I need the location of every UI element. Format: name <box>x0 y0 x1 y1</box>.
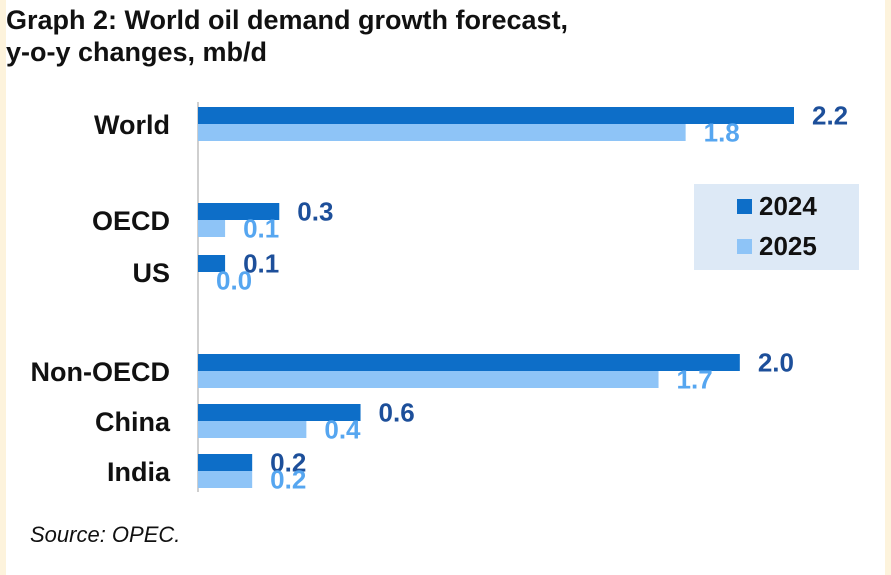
bar-2025-oecd <box>198 220 226 237</box>
data-label-2024-world: 2.2 <box>812 101 848 131</box>
legend-swatch-2024 <box>737 199 752 214</box>
bar-2024-china <box>198 404 361 421</box>
bar-2024-world <box>198 107 794 124</box>
category-label-china: China <box>95 407 171 437</box>
data-label-2025-china: 0.4 <box>324 415 361 445</box>
data-label-2024-us: 0.1 <box>243 249 279 279</box>
category-label-us: US <box>132 258 170 288</box>
bar-2024-india <box>198 454 253 471</box>
category-label-world: World <box>94 110 170 140</box>
data-label-2024-oecd: 0.3 <box>297 197 333 227</box>
chart-title: Graph 2: World oil demand growth forecas… <box>6 4 568 68</box>
legend-label-2025: 2025 <box>759 231 817 261</box>
data-label-2025-india: 0.2 <box>270 465 306 495</box>
legend-swatch-2025 <box>737 239 752 254</box>
chart-title-line-1: Graph 2: World oil demand growth forecas… <box>6 5 569 35</box>
category-label-oecd: OECD <box>92 206 170 236</box>
data-label-2025-world: 1.8 <box>704 118 740 148</box>
bar-2025-china <box>198 421 307 438</box>
legend-label-2024: 2024 <box>759 191 817 221</box>
bar-2024-non-oecd <box>198 354 740 371</box>
category-label-non-oecd: Non-OECD <box>31 357 170 387</box>
data-label-2025-us: 0.0 <box>216 266 252 296</box>
data-label-2024-china: 0.6 <box>379 398 415 428</box>
page-edge-right <box>885 0 891 575</box>
data-label-2025-non-oecd: 1.7 <box>677 365 713 395</box>
chart-title-line-2: y-o-y changes, mb/d <box>6 37 268 67</box>
bar-2025-world <box>198 124 686 141</box>
bar-2024-oecd <box>198 203 280 220</box>
category-label-india: India <box>107 457 171 487</box>
bar-2024-us <box>198 255 226 272</box>
bar-2025-non-oecd <box>198 371 659 388</box>
data-label-2024-non-oecd: 2.0 <box>758 348 794 378</box>
data-label-2024-india: 0.2 <box>270 448 306 478</box>
bar-2025-india <box>198 471 253 488</box>
data-label-2025-oecd: 0.1 <box>243 214 279 244</box>
legend-box <box>694 184 859 270</box>
page-edge-left <box>0 0 6 575</box>
source-note: Source: OPEC. <box>30 522 181 547</box>
